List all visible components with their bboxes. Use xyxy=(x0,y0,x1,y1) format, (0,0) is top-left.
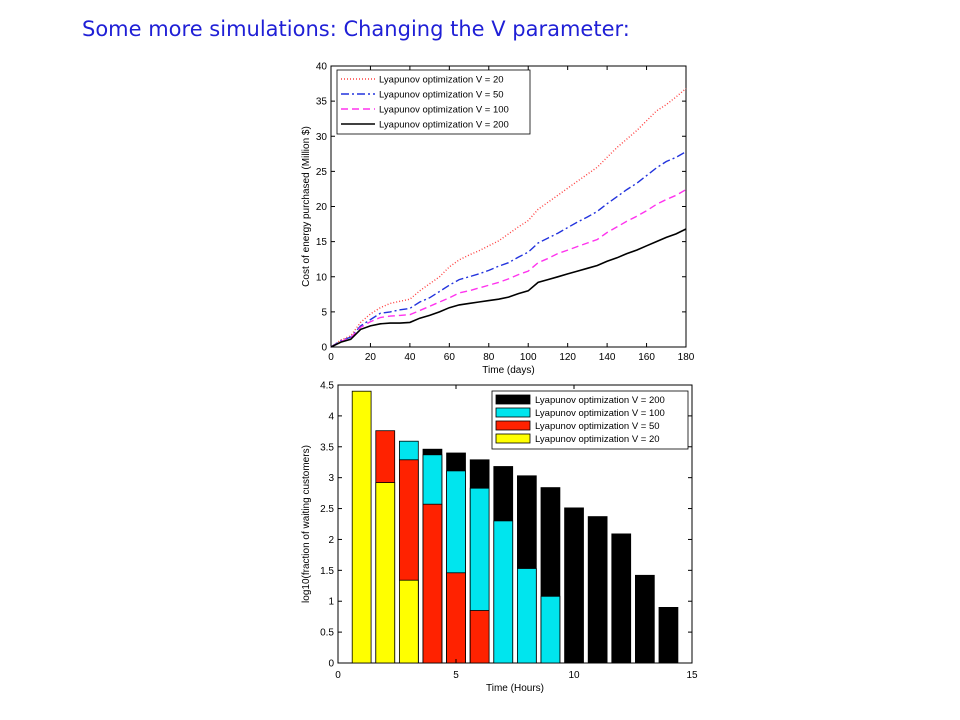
y-tick-label: 3 xyxy=(328,473,334,484)
x-tick-label: 0 xyxy=(328,352,334,363)
x-tick-label: 100 xyxy=(520,352,537,363)
bar-v20-3 xyxy=(398,579,419,664)
legend-label: Lyapunov optimization V = 200 xyxy=(379,120,509,131)
y-tick-label: 10 xyxy=(316,272,328,283)
y-tick-label: 4.5 xyxy=(320,381,334,392)
bar-v20-2 xyxy=(375,482,396,664)
y-tick-label: 40 xyxy=(316,62,328,73)
bar-v200-13 xyxy=(635,574,655,664)
y-tick-label: 1 xyxy=(328,597,334,608)
y-tick-label: 1.5 xyxy=(320,566,334,577)
x-tick-label: 140 xyxy=(599,352,616,363)
bar-v100-7 xyxy=(493,520,514,664)
legend-label: Lyapunov optimization V = 100 xyxy=(535,408,665,419)
y-tick-label: 3.5 xyxy=(320,442,334,453)
y-axis-label: log10(fraction of waiting customers) xyxy=(301,445,312,603)
x-tick-label: 20 xyxy=(365,352,377,363)
y-axis-label: Cost of energy purchased (Million $) xyxy=(301,126,312,287)
series-line-v20 xyxy=(330,87,687,348)
series-line-v50 xyxy=(330,151,687,348)
y-tick-label: 0 xyxy=(321,343,327,354)
y-tick-label: 35 xyxy=(316,97,328,108)
legend-swatch xyxy=(495,394,531,405)
line-legend: Lyapunov optimization V = 20 Lyapunov opt… xyxy=(336,69,531,135)
legend-label: Lyapunov optimization V = 200 xyxy=(535,395,665,406)
y-tick-label: 5 xyxy=(321,307,327,318)
legend-label: Lyapunov optimization V = 50 xyxy=(379,90,504,101)
x-axis-label: Time (Hours) xyxy=(486,683,544,694)
x-tick-label: 0 xyxy=(335,670,341,681)
legend-label: Lyapunov optimization V = 20 xyxy=(379,75,504,86)
series-line-v100 xyxy=(330,188,687,348)
x-tick-label: 60 xyxy=(444,352,456,363)
legend-swatch xyxy=(495,420,531,431)
bar-v200-10 xyxy=(564,507,584,664)
legend-label: Lyapunov optimization V = 20 xyxy=(535,434,660,445)
slide-title: Some more simulations: Changing the V pa… xyxy=(82,17,630,41)
bar-v100-8 xyxy=(517,568,537,664)
bar-legend: Lyapunov optimization V = 200 Lyapunov op… xyxy=(491,390,689,450)
y-tick-label: 25 xyxy=(316,167,328,178)
bar-v50-4 xyxy=(422,503,443,664)
bar-v200-11 xyxy=(587,516,608,664)
y-tick-label: 30 xyxy=(316,132,328,143)
bar-v20-1 xyxy=(351,390,372,664)
y-tick-label: 2 xyxy=(328,535,334,546)
y-tick-label: 0.5 xyxy=(320,628,334,639)
legend-swatch xyxy=(495,433,531,444)
x-tick-label: 10 xyxy=(568,670,580,681)
bar-v100-9 xyxy=(540,595,561,664)
series-line-v200 xyxy=(330,228,687,348)
x-tick-label: 120 xyxy=(559,352,576,363)
bar-v200-12 xyxy=(611,533,632,664)
legend-swatch xyxy=(495,407,531,418)
x-tick-label: 40 xyxy=(404,352,416,363)
x-tick-label: 80 xyxy=(483,352,495,363)
bar-v50-5 xyxy=(446,572,466,664)
x-tick-label: 5 xyxy=(453,670,459,681)
legend-label: Lyapunov optimization V = 100 xyxy=(379,105,509,116)
x-axis-label: Time (days) xyxy=(482,365,534,376)
x-tick-label: 160 xyxy=(638,352,655,363)
y-tick-label: 4 xyxy=(328,411,334,422)
legend-label: Lyapunov optimization V = 50 xyxy=(535,421,660,432)
x-tick-label: 15 xyxy=(686,670,698,681)
y-tick-label: 2.5 xyxy=(320,504,334,515)
x-tick-label: 180 xyxy=(678,352,695,363)
bar-v200-14 xyxy=(658,607,679,664)
y-tick-label: 15 xyxy=(316,237,328,248)
y-tick-label: 20 xyxy=(316,202,328,213)
bar-v50-6 xyxy=(469,610,490,664)
y-tick-label: 0 xyxy=(328,659,334,670)
